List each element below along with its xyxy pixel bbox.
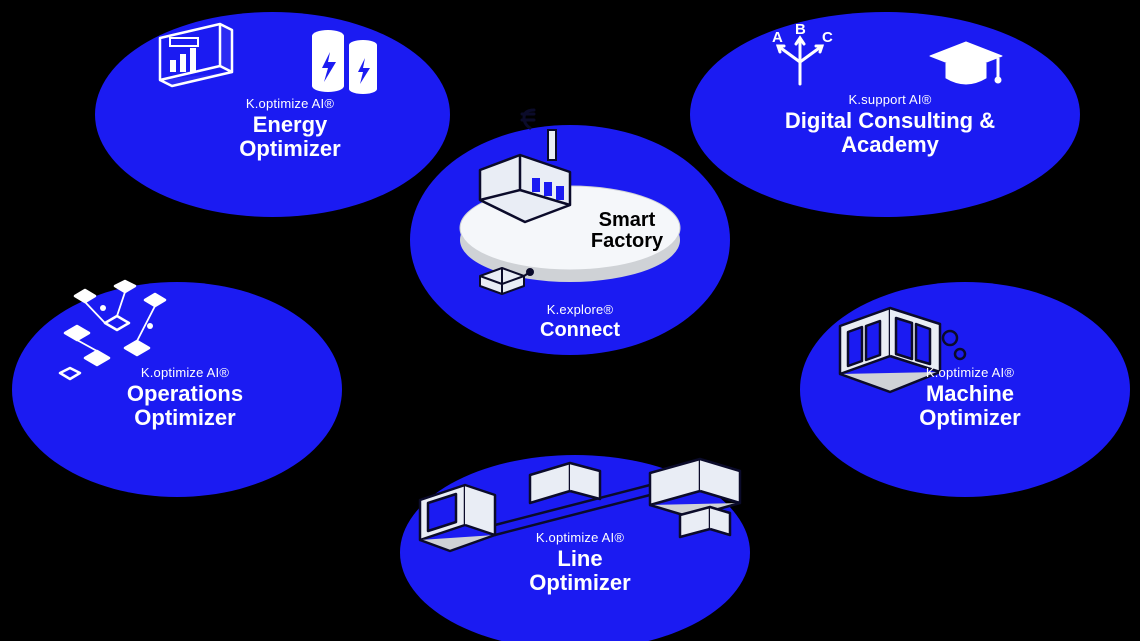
operations-title: OperationsOptimizer — [95, 382, 275, 430]
energy-title: EnergyOptimizer — [200, 113, 380, 161]
consulting-title: Digital Consulting &Academy — [760, 109, 1020, 157]
consulting-sub: K.support AI® — [760, 92, 1020, 107]
consulting-text: K.support AI® Digital Consulting &Academ… — [760, 92, 1020, 157]
center-connect-block: K.explore® Connect — [520, 302, 640, 341]
consulting-icon: A B C — [760, 18, 1020, 98]
center-connect-sub: K.explore® — [520, 302, 640, 317]
line-sub: K.optimize AI® — [500, 530, 660, 545]
operations-sub: K.optimize AI® — [95, 365, 275, 380]
svg-text:A: A — [772, 29, 783, 46]
svg-text:C: C — [822, 29, 833, 46]
machine-title: MachineOptimizer — [880, 382, 1060, 430]
line-text: K.optimize AI® LineOptimizer — [500, 530, 660, 595]
line-title: LineOptimizer — [500, 547, 660, 595]
operations-text: K.optimize AI® OperationsOptimizer — [95, 365, 275, 430]
energy-sub: K.optimize AI® — [200, 96, 380, 111]
machine-sub: K.optimize AI® — [880, 365, 1060, 380]
energy-text: K.optimize AI® EnergyOptimizer — [200, 96, 380, 161]
svg-text:B: B — [795, 21, 806, 38]
machine-text: K.optimize AI® MachineOptimizer — [880, 365, 1060, 430]
center-connect-title: Connect — [520, 319, 640, 341]
center-title: SmartFactory — [582, 210, 672, 252]
diagram-canvas: SmartFactory K.explore® Connect — [0, 0, 1140, 641]
